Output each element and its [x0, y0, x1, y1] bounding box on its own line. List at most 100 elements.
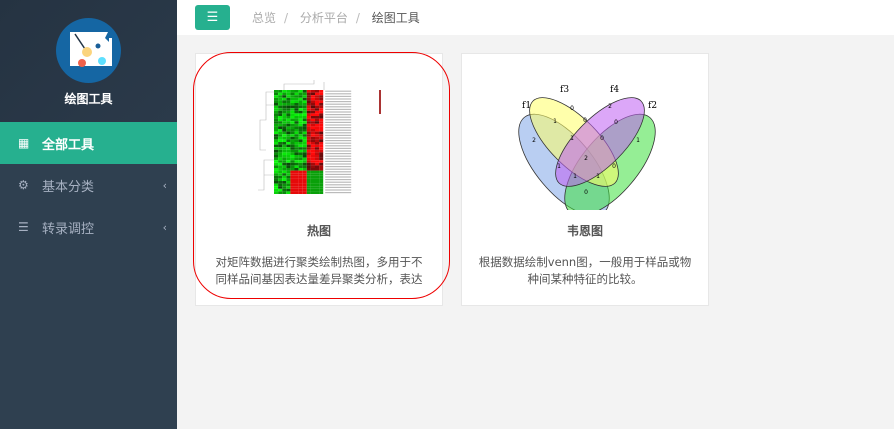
heatmap-cell: [286, 142, 291, 145]
heatmap-cell: [315, 97, 320, 101]
heatmap-cell: [319, 105, 324, 109]
heatmap-cell: [290, 152, 295, 155]
heatmap-cell: [282, 155, 287, 158]
heatmap-cell: [306, 97, 311, 101]
heatmap-cell: [319, 97, 324, 101]
heatmap-cell: [298, 100, 303, 103]
heatmap-cell: [282, 188, 287, 192]
heatmap-cell: [290, 165, 295, 168]
heatmap-cell: [290, 118, 295, 122]
heatmap-cell: [298, 175, 303, 179]
sidebar-item-all-tools[interactable]: ▦ 全部工具: [0, 122, 177, 164]
heatmap-cell: [290, 178, 295, 181]
heatmap-cell: [274, 173, 279, 176]
heatmap-cell: [315, 178, 320, 181]
heatmap-cell: [278, 108, 283, 111]
heatmap-cell: [282, 144, 287, 148]
heatmap-cell: [290, 139, 295, 142]
heatmap-cell: [286, 160, 291, 163]
heatmap-cell: [315, 165, 320, 168]
heatmap-cell: [310, 131, 315, 135]
heatmap-cell: [319, 178, 324, 181]
heatmap-cell: [294, 92, 299, 96]
heatmap-cell: [315, 157, 320, 161]
heatmap-cell: [290, 126, 295, 129]
heatmap-cell: [278, 160, 283, 163]
heatmap-cell: [310, 152, 315, 155]
heatmap-cell: [294, 90, 299, 93]
heatmap-cell: [310, 136, 315, 140]
venn-count: 0: [584, 189, 588, 196]
heatmap-cell: [315, 131, 320, 135]
sidebar-toggle-button[interactable]: ☰: [195, 5, 230, 30]
heatmap-cell: [278, 157, 283, 161]
heatmap-cell: [290, 191, 295, 194]
heatmap-cell: [278, 186, 283, 189]
heatmap-cell: [290, 142, 295, 145]
heatmap-cell: [315, 149, 320, 153]
heatmap-cell: [310, 155, 315, 158]
sidebar-item-basic-category[interactable]: ⚙ 基本分类 ‹: [0, 164, 177, 206]
heatmap-cell: [274, 165, 279, 168]
venn-count: 1: [596, 173, 600, 180]
heatmap-cell: [310, 165, 315, 168]
row-label: [325, 134, 352, 136]
row-label: [325, 121, 352, 123]
heatmap-cell: [286, 118, 291, 122]
heatmap-cell: [302, 188, 307, 192]
heatmap-cell: [306, 110, 311, 114]
heatmap-cell: [290, 186, 295, 189]
heatmap-cell: [298, 152, 303, 155]
tool-card-heatmap[interactable]: 热图 对矩阵数据进行聚类绘制热图，多用于不同样品间基因表达量差异聚类分析，表达: [195, 53, 443, 306]
heatmap-cell: [298, 144, 303, 148]
heatmap-cell: [310, 183, 315, 187]
heatmap-cell: [315, 144, 320, 148]
chevron-left-icon: ‹: [162, 220, 167, 234]
heatmap-cell: [294, 188, 299, 192]
heatmap-cell: [298, 118, 303, 122]
heatmap-cell: [302, 186, 307, 189]
tool-card-venn[interactable]: f1 f3 f4 f2 2 0 2 1 1 0 0 1 0 2 1 0 1 1 0 韦恩图 根据数据绘制venn图，…: [461, 53, 709, 306]
heatmap-cell: [294, 108, 299, 111]
heatmap-cell: [319, 123, 324, 127]
heatmap-cell: [306, 129, 311, 132]
heatmap-cell: [282, 90, 287, 93]
heatmap-cell: [306, 175, 311, 179]
row-label: [325, 116, 352, 118]
heatmap-cell: [298, 165, 303, 168]
heatmap-cell: [298, 92, 303, 96]
heatmap-cell: [302, 162, 307, 166]
chevron-left-icon: ‹: [162, 178, 167, 192]
heatmap-cell: [294, 157, 299, 161]
row-label: [325, 168, 352, 170]
heatmap-cell: [319, 139, 324, 142]
heatmap-cell: [319, 100, 324, 103]
heatmap-cell: [278, 97, 283, 101]
heatmap-cell: [274, 108, 279, 111]
heatmap-cell: [306, 186, 311, 189]
heatmap-cell: [302, 121, 307, 124]
breadcrumb-platform[interactable]: 分析平台: [299, 11, 348, 25]
heatmap-cell: [286, 97, 291, 101]
sidebar-item-transcription[interactable]: ☰ 转录调控 ‹: [0, 206, 177, 248]
heatmap-cell: [319, 149, 324, 153]
heatmap-cell: [298, 121, 303, 124]
heatmap-cell: [294, 105, 299, 109]
heatmap-cell: [306, 90, 311, 93]
heatmap-cell: [315, 92, 320, 96]
heatmap-cell: [310, 139, 315, 142]
heatmap-cell: [278, 105, 283, 109]
breadcrumb-overview[interactable]: 总览: [252, 11, 277, 25]
heatmap-cell: [274, 144, 279, 148]
heatmap-cell: [306, 152, 311, 155]
heatmap-cell: [306, 183, 311, 187]
row-label: [325, 108, 352, 110]
heatmap-cell: [282, 116, 287, 119]
heatmap-cell: [306, 157, 311, 161]
heatmap-cell: [294, 134, 299, 137]
heatmap-cell: [302, 97, 307, 101]
heatmap-cell: [282, 152, 287, 155]
heatmap-cell: [290, 181, 295, 184]
heatmap-cell: [302, 183, 307, 187]
heatmap-cell: [315, 191, 320, 194]
